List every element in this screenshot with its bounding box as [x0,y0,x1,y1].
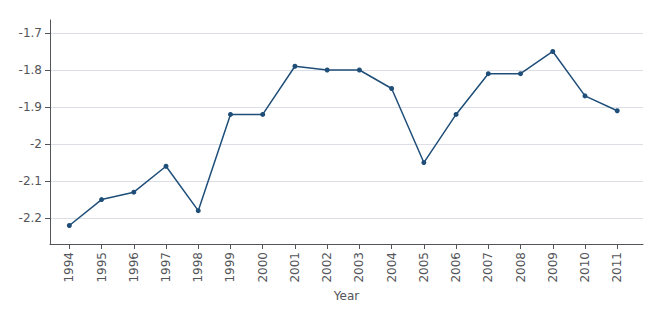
svg-text:1995: 1995 [95,252,109,283]
svg-text:2004: 2004 [385,252,399,283]
svg-text:-2.2: -2.2 [19,211,42,225]
svg-text:2010: 2010 [578,252,592,283]
svg-text:1997: 1997 [159,252,173,283]
svg-text:-1.8: -1.8 [19,63,42,77]
svg-text:-2: -2 [30,137,42,151]
svg-text:2003: 2003 [352,252,366,283]
svg-text:2005: 2005 [417,252,431,283]
svg-text:2008: 2008 [514,252,528,283]
svg-text:2001: 2001 [288,252,302,283]
svg-text:2007: 2007 [481,252,495,283]
svg-text:1999: 1999 [223,252,237,283]
svg-text:-1.9: -1.9 [19,100,42,114]
svg-text:1996: 1996 [127,252,141,283]
svg-text:2009: 2009 [546,252,560,283]
svg-text:2002: 2002 [320,252,334,283]
svg-text:Year: Year [333,289,359,303]
svg-text:-1.7: -1.7 [19,26,42,40]
svg-text:2006: 2006 [449,252,463,283]
svg-text:1994: 1994 [62,252,76,283]
svg-text:-2.1: -2.1 [19,174,42,188]
svg-text:1998: 1998 [191,252,205,283]
svg-text:2000: 2000 [256,252,270,283]
svg-text:2011: 2011 [610,252,624,283]
